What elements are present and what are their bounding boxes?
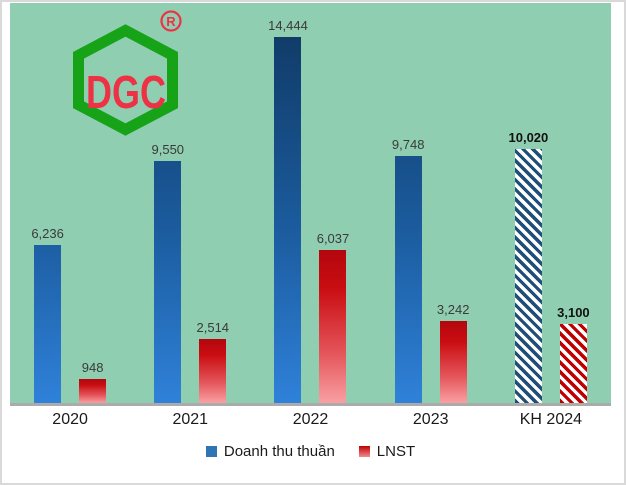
legend-item-lnst: LNST xyxy=(358,443,416,460)
bar-wrap: 9,748 xyxy=(392,137,424,403)
category-label-2021: 2021 xyxy=(172,411,209,428)
bar-lnst-2022 xyxy=(319,250,347,403)
revenue-swatch-icon xyxy=(205,446,217,457)
registered-mark-letter: R xyxy=(166,14,176,29)
category-axis: 2020 2021 2022 2023 KH 2024 xyxy=(10,411,611,431)
value-label-revenue-KH 2024: 10,020 xyxy=(508,130,549,145)
legend-label-revenue: Doanh thu thuần xyxy=(223,443,335,460)
bar-lnst-KH 2024 xyxy=(559,324,587,403)
bar-wrap: 2,514 xyxy=(197,320,229,403)
bar-revenue-2020 xyxy=(34,245,62,403)
legend-label-lnst: LNST xyxy=(376,443,416,460)
dgc-logo: DGC R xyxy=(73,10,182,136)
bar-wrap: 9,550 xyxy=(152,142,184,403)
category-label-2020: 2020 xyxy=(52,411,88,428)
value-label-revenue-2020: 6,236 xyxy=(31,226,64,241)
value-label-lnst-2020: 948 xyxy=(81,360,104,375)
value-label-lnst-2023: 3,242 xyxy=(436,302,470,317)
legend: Doanh thu thuần LNST xyxy=(10,443,611,460)
plot-area: 6,236 948 9,550 2,514 14,444 6,037 9,748 3,242 1… xyxy=(10,3,611,403)
bar-wrap: 14,444 xyxy=(268,18,308,403)
bar-wrap: 948 xyxy=(79,360,107,403)
bar-group-2023: 9,748 3,242 xyxy=(371,3,491,403)
bar-group-2022: 14,444 6,037 xyxy=(250,3,370,403)
category-label-2023: 2023 xyxy=(412,411,449,428)
value-label-revenue-2022: 14,444 xyxy=(268,18,308,33)
bar-group-2020: 6,236 948 xyxy=(10,3,130,403)
registered-mark-icon xyxy=(160,10,182,32)
value-label-lnst-2022: 6,037 xyxy=(316,231,350,246)
bar-lnst-2020 xyxy=(79,379,107,403)
bar-wrap: 6,037 xyxy=(317,231,349,403)
legend-item-revenue: Doanh thu thuần xyxy=(205,443,335,460)
value-label-revenue-2021: 9,550 xyxy=(151,142,185,157)
hexagon-icon xyxy=(73,24,178,136)
bar-group-KH 2024: 10,020 3,100 xyxy=(491,3,611,403)
bar-revenue-2023 xyxy=(394,156,422,403)
bar-revenue-2021 xyxy=(154,161,182,403)
bar-revenue-2022 xyxy=(274,37,302,403)
category-label-2022: 2022 xyxy=(292,411,329,428)
bar-wrap: 10,020 xyxy=(509,130,548,403)
lnst-swatch-icon xyxy=(358,446,370,457)
value-label-lnst-2021: 2,514 xyxy=(196,320,230,335)
bar-lnst-2021 xyxy=(199,339,227,403)
bar-lnst-2023 xyxy=(439,321,467,403)
x-axis-line xyxy=(10,403,611,406)
bar-revenue-KH 2024 xyxy=(514,149,542,403)
logo-text: DGC xyxy=(86,66,166,118)
plot-panel: DGC R 6,236 948 9,550 2,514 14,444 6,037 9,748… xyxy=(10,3,611,403)
value-label-lnst-KH 2024: 3,100 xyxy=(557,305,590,320)
bar-group-2021: 9,550 2,514 xyxy=(130,3,250,403)
category-label-KH 2024: KH 2024 xyxy=(519,411,583,428)
bar-wrap: 3,100 xyxy=(557,305,590,403)
value-label-revenue-2023: 9,748 xyxy=(391,137,425,152)
bar-wrap: 6,236 xyxy=(31,226,64,403)
bar-wrap: 3,242 xyxy=(437,302,469,403)
